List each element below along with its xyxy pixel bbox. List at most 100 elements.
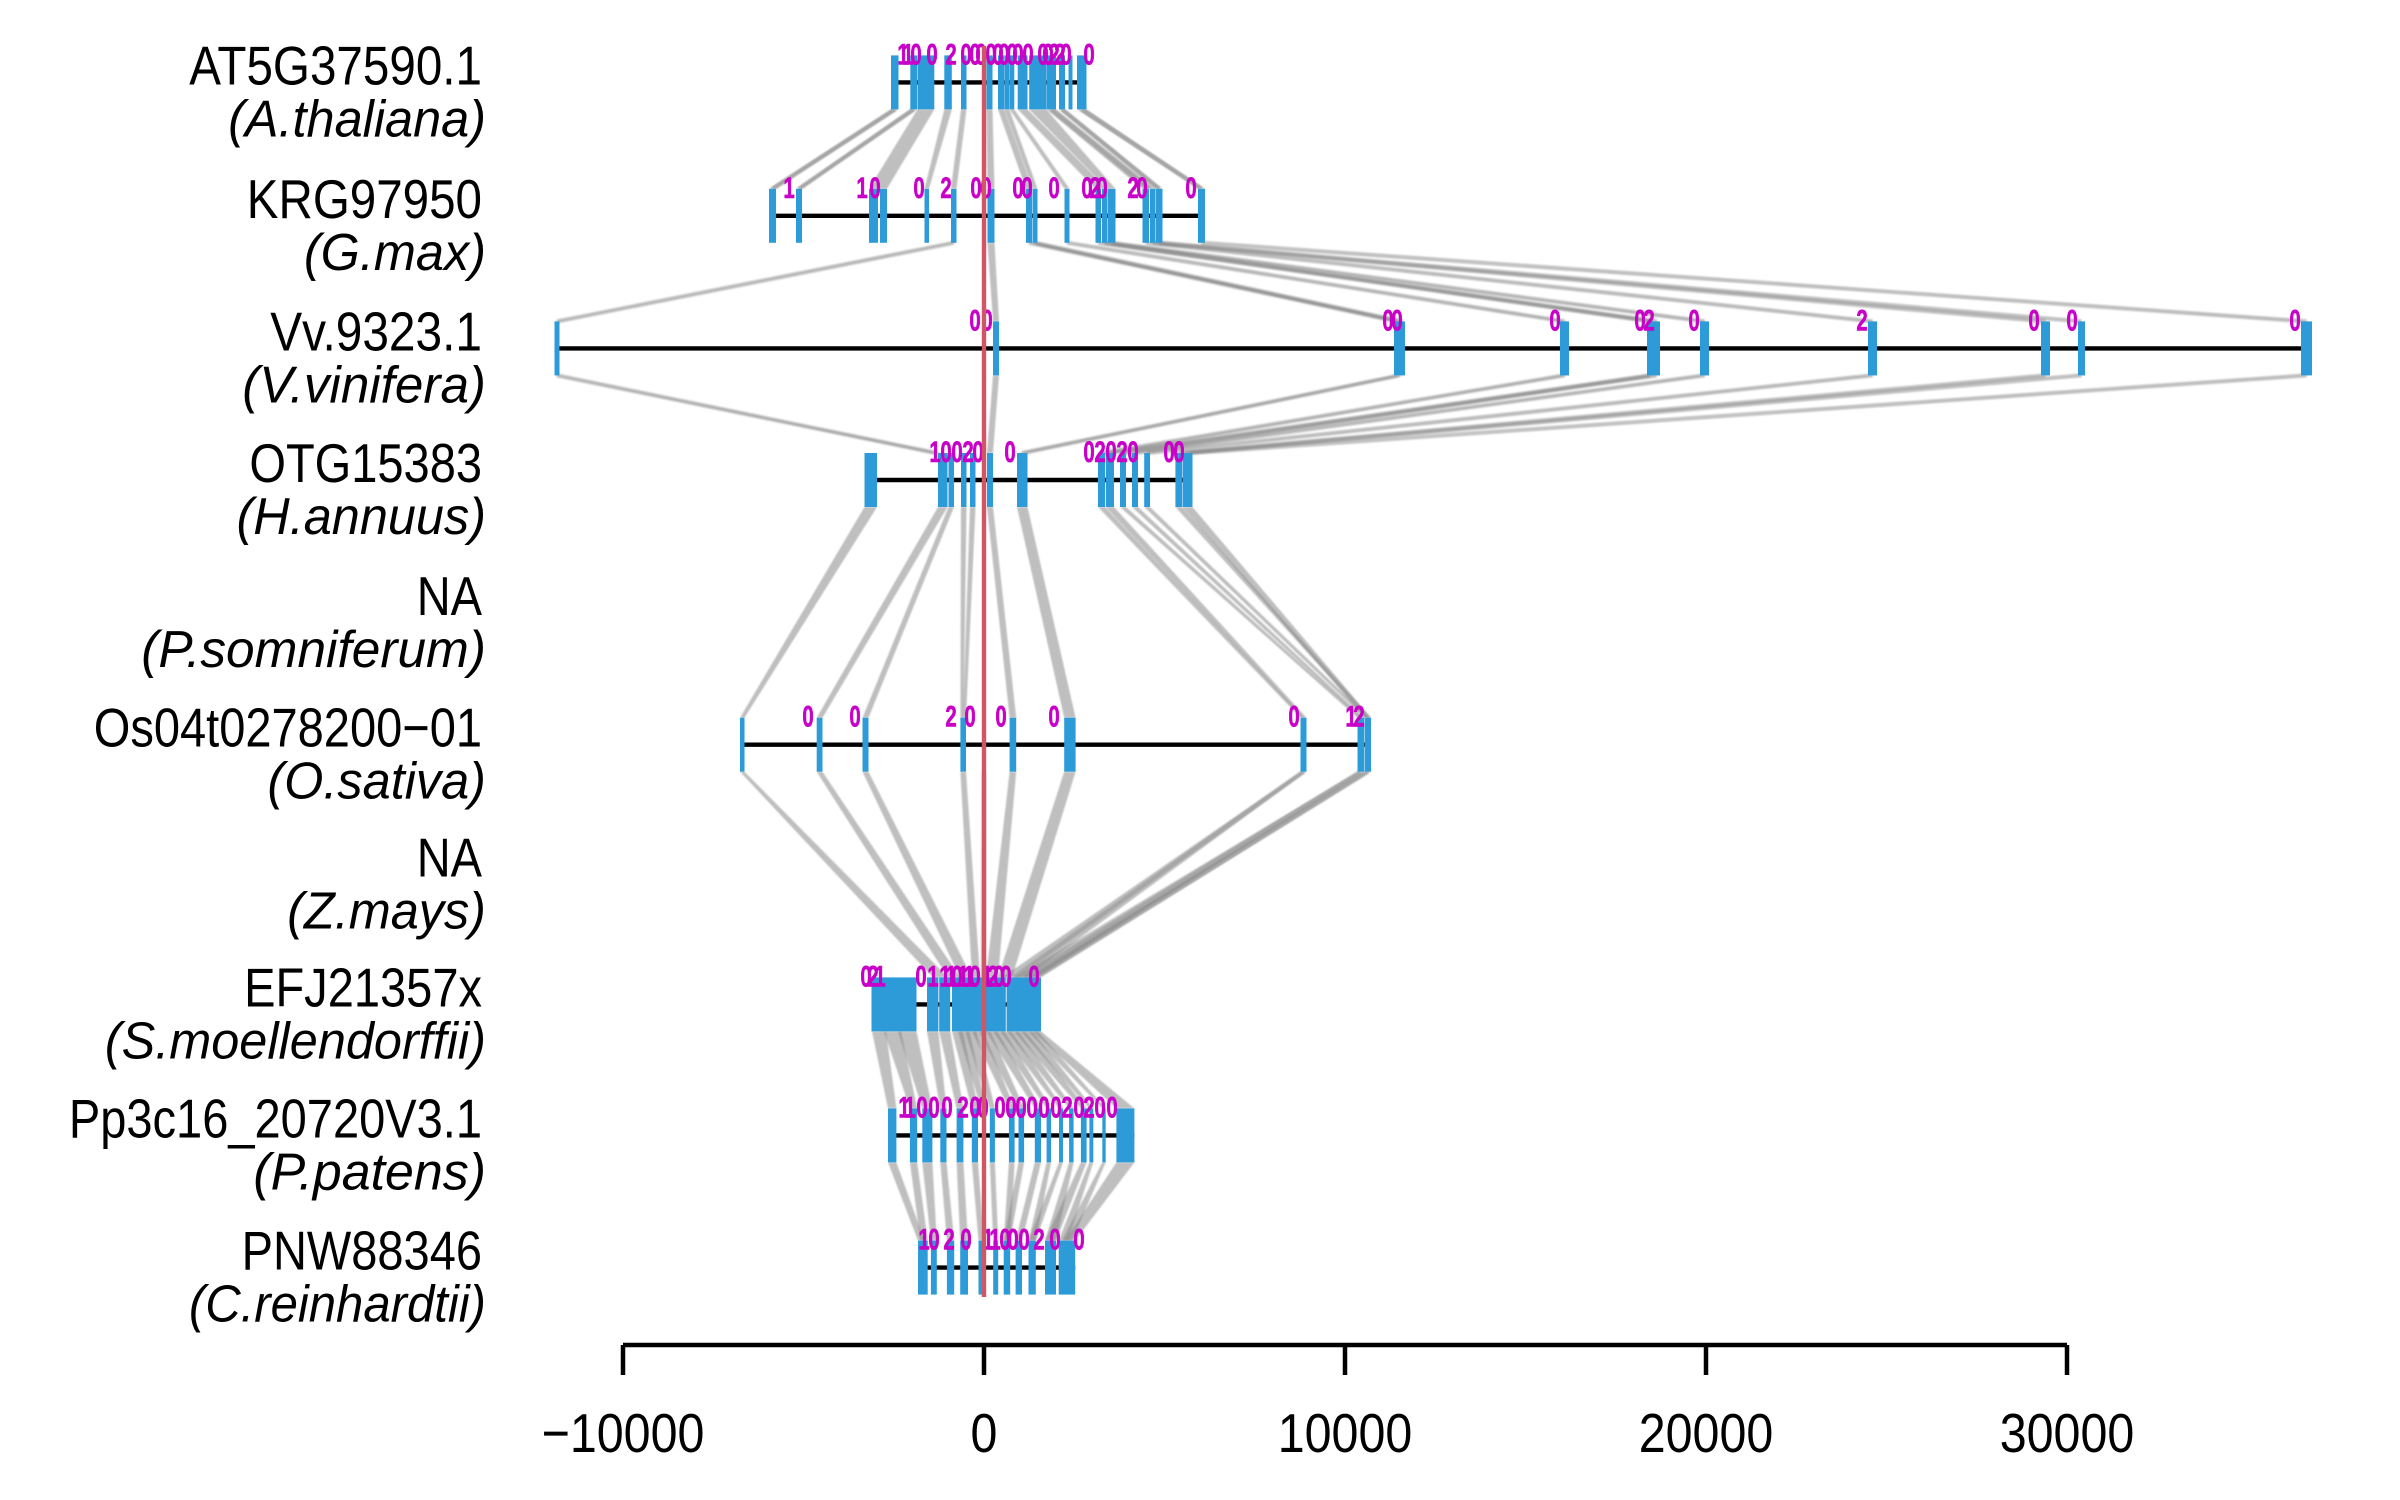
svg-text:2: 2: [987, 961, 998, 994]
svg-text:2: 2: [1054, 39, 1065, 72]
svg-text:0: 0: [985, 39, 996, 72]
svg-text:0: 0: [969, 1092, 980, 1125]
svg-text:0: 0: [975, 39, 986, 72]
svg-text:2: 2: [943, 1224, 954, 1257]
svg-text:0: 0: [2028, 305, 2039, 338]
svg-text:0: 0: [1037, 39, 1048, 72]
svg-text:KRG97950: KRG97950: [247, 168, 482, 230]
svg-text:0: 0: [1391, 305, 1402, 338]
svg-text:0: 0: [1012, 172, 1023, 205]
svg-text:0: 0: [1012, 39, 1023, 72]
svg-text:0: 0: [1006, 39, 1017, 72]
svg-text:OTG15383: OTG15383: [249, 432, 482, 494]
svg-text:0: 0: [1026, 1092, 1037, 1125]
svg-text:AT5G37590.1: AT5G37590.1: [189, 34, 482, 96]
svg-text:0: 0: [1042, 39, 1053, 72]
svg-text:0: 0: [994, 1092, 1005, 1125]
svg-text:10000: 10000: [1278, 1402, 1413, 1464]
svg-text:1: 1: [874, 961, 885, 994]
svg-text:0: 0: [1173, 436, 1184, 469]
svg-text:PNW88346: PNW88346: [242, 1220, 482, 1282]
svg-text:2: 2: [1083, 1092, 1094, 1125]
svg-text:0: 0: [981, 305, 992, 338]
svg-text:0: 0: [1050, 1092, 1061, 1125]
svg-text:0: 0: [1163, 436, 1174, 469]
svg-text:(A.thaliana): (A.thaliana): [228, 90, 486, 148]
svg-text:0: 0: [992, 39, 1003, 72]
svg-text:0: 0: [849, 701, 860, 734]
svg-text:2: 2: [1048, 39, 1059, 72]
svg-text:0: 0: [964, 701, 975, 734]
svg-text:0: 0: [802, 701, 813, 734]
svg-text:0: 0: [998, 39, 1009, 72]
svg-text:Os04t0278200−01: Os04t0278200−01: [94, 697, 482, 759]
svg-text:0: 0: [969, 961, 980, 994]
svg-text:2: 2: [945, 39, 956, 72]
svg-text:0: 0: [1021, 172, 1032, 205]
svg-text:2: 2: [1856, 305, 1867, 338]
svg-text:0: 0: [1081, 172, 1092, 205]
svg-text:0: 0: [928, 1092, 939, 1125]
svg-text:0: 0: [1004, 436, 1015, 469]
svg-text:0: 0: [1185, 172, 1196, 205]
svg-text:0: 0: [1073, 1092, 1084, 1125]
svg-text:2: 2: [1116, 436, 1127, 469]
svg-text:1: 1: [957, 961, 968, 994]
svg-text:0: 0: [2066, 305, 2077, 338]
svg-text:0: 0: [1007, 1224, 1018, 1257]
svg-text:NA: NA: [417, 827, 483, 889]
svg-text:0: 0: [1105, 436, 1116, 469]
svg-text:1: 1: [939, 961, 950, 994]
svg-text:(Z.mays): (Z.mays): [287, 883, 486, 941]
svg-text:0: 0: [999, 1224, 1010, 1257]
svg-text:0: 0: [971, 1402, 998, 1464]
svg-text:0: 0: [1022, 39, 1033, 72]
svg-text:0: 0: [960, 39, 971, 72]
svg-text:0: 0: [972, 436, 983, 469]
svg-text:1: 1: [927, 961, 938, 994]
svg-text:0: 0: [928, 1224, 939, 1257]
svg-text:2: 2: [945, 701, 956, 734]
svg-text:0: 0: [969, 305, 980, 338]
svg-text:(O.sativa): (O.sativa): [267, 753, 486, 811]
svg-text:EFJ21357x: EFJ21357x: [244, 956, 482, 1018]
svg-text:2: 2: [1353, 701, 1364, 734]
svg-text:2: 2: [962, 436, 973, 469]
svg-text:(S.moellendorffii): (S.moellendorffii): [105, 1012, 486, 1070]
svg-text:0: 0: [860, 961, 871, 994]
svg-text:0: 0: [1094, 1092, 1105, 1125]
svg-text:1: 1: [897, 39, 908, 72]
svg-text:0: 0: [1073, 1224, 1084, 1257]
svg-text:20000: 20000: [1639, 1402, 1774, 1464]
svg-text:0: 0: [913, 172, 924, 205]
svg-text:0: 0: [993, 961, 1004, 994]
svg-text:2: 2: [1089, 172, 1100, 205]
svg-text:(C.reinhardtii): (C.reinhardtii): [189, 1276, 486, 1334]
svg-text:(P.somniferum): (P.somniferum): [141, 621, 486, 679]
svg-text:0: 0: [970, 172, 981, 205]
svg-text:0: 0: [1000, 961, 1011, 994]
svg-text:30000: 30000: [2000, 1402, 2135, 1464]
svg-text:0: 0: [915, 961, 926, 994]
svg-text:0: 0: [1015, 1092, 1026, 1125]
svg-text:1: 1: [963, 961, 974, 994]
svg-text:(H.annuus): (H.annuus): [237, 488, 487, 546]
svg-text:1: 1: [783, 172, 794, 205]
svg-text:0: 0: [1549, 305, 1560, 338]
svg-text:0: 0: [1049, 1224, 1060, 1257]
svg-text:2: 2: [867, 961, 878, 994]
svg-text:2: 2: [1061, 1092, 1072, 1125]
svg-text:0: 0: [1083, 436, 1094, 469]
svg-text:0: 0: [916, 1092, 927, 1125]
svg-text:2: 2: [1643, 305, 1654, 338]
svg-text:0: 0: [960, 1224, 971, 1257]
svg-text:1: 1: [982, 1224, 993, 1257]
svg-text:0: 0: [1106, 1092, 1117, 1125]
svg-text:1: 1: [902, 39, 913, 72]
svg-text:(P.patens): (P.patens): [253, 1143, 486, 1201]
svg-text:0: 0: [940, 436, 951, 469]
svg-text:−10000: −10000: [542, 1402, 705, 1464]
svg-text:1: 1: [981, 961, 992, 994]
svg-text:0: 0: [1127, 436, 1138, 469]
svg-text:0: 0: [941, 1092, 952, 1125]
